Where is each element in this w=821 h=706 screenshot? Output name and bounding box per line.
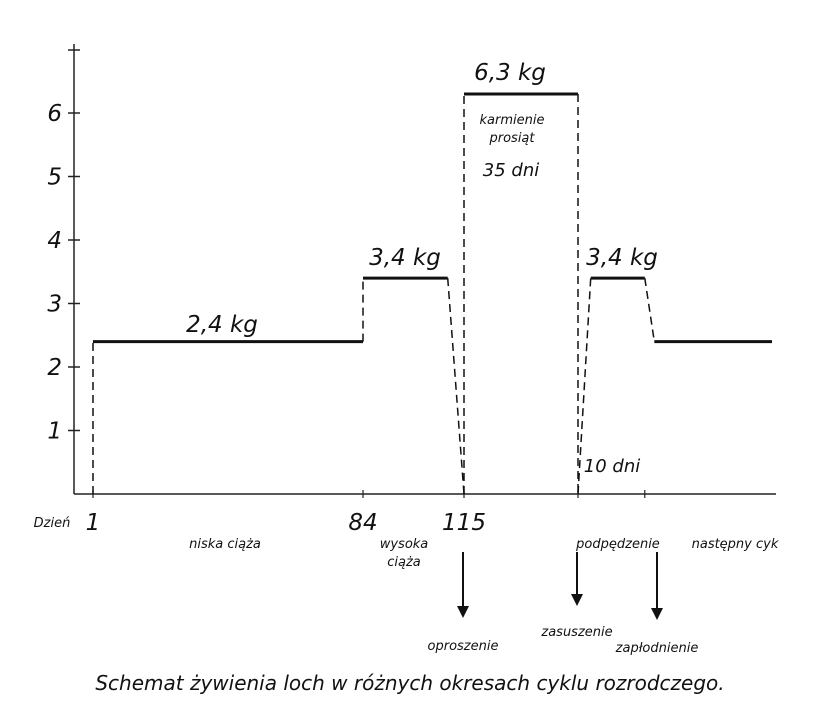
event-label: zasuszenie: [540, 625, 612, 640]
annotation-duration: 35 dni: [483, 160, 539, 181]
y-tick-label: 4: [47, 228, 62, 254]
y-tick-label: 1: [47, 419, 62, 445]
level-label: 3,4 kg: [369, 245, 441, 271]
plot-lines: [92, 92, 772, 495]
event-label: oproszenie: [428, 639, 499, 654]
y-tick-label: 6: [47, 101, 62, 127]
y-tick-label: 3: [47, 292, 62, 318]
phase-label: wysoka: [380, 537, 429, 552]
level-label: 6,3 kg: [474, 60, 546, 86]
annotation-feeding-label: karmienie: [480, 113, 545, 128]
event-label: zapłodnienie: [615, 641, 699, 656]
phase-label: podpędzenie: [575, 537, 660, 552]
event-arrow-head: [571, 594, 583, 606]
chart-labels: 2,4 kg 3,4 kg 6,3 kg 3,4 kg karmienie prosiąt…: [95, 60, 778, 695]
x-tick-label: 84: [348, 510, 377, 536]
feeding-transition-segment: [577, 278, 592, 495]
event-arrow-head: [651, 608, 663, 620]
level-label: 3,4 kg: [586, 245, 658, 271]
level-label: 2,4 kg: [186, 312, 258, 338]
annotation-feeding-label-line2: prosiąt: [489, 131, 536, 146]
annotation-dry-period: 10 dni: [584, 456, 640, 477]
x-tick-label: 115: [442, 510, 486, 536]
x-axis-label: Dzień: [34, 516, 71, 531]
chart-axes: 1 2 3 4 5 6 1 84 115 Dzień: [34, 44, 776, 536]
phase-label: następny cyk: [692, 537, 779, 552]
event-arrow-head: [457, 606, 469, 618]
phase-label: niska ciąża: [189, 537, 261, 552]
y-tick-label: 5: [47, 165, 62, 191]
feeding-transition-segment: [446, 278, 465, 495]
y-tick-label: 2: [47, 355, 62, 381]
feeding-transition-segment: [644, 277, 656, 342]
phase-label-line2: ciąża: [387, 555, 421, 570]
x-tick-label: 1: [86, 510, 101, 536]
chart-caption: Schemat żywienia loch w różnych okresach…: [95, 671, 724, 695]
